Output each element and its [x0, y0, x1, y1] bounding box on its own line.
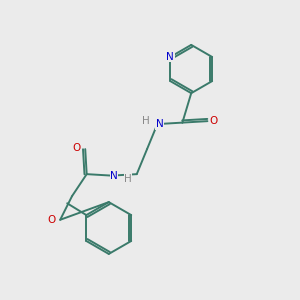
Text: H: H [142, 116, 150, 126]
Text: O: O [73, 142, 81, 153]
Text: N: N [110, 171, 118, 181]
Text: O: O [48, 215, 56, 225]
Text: N: N [167, 52, 174, 62]
Text: N: N [156, 119, 164, 129]
Text: H: H [124, 174, 132, 184]
Text: O: O [210, 116, 218, 126]
